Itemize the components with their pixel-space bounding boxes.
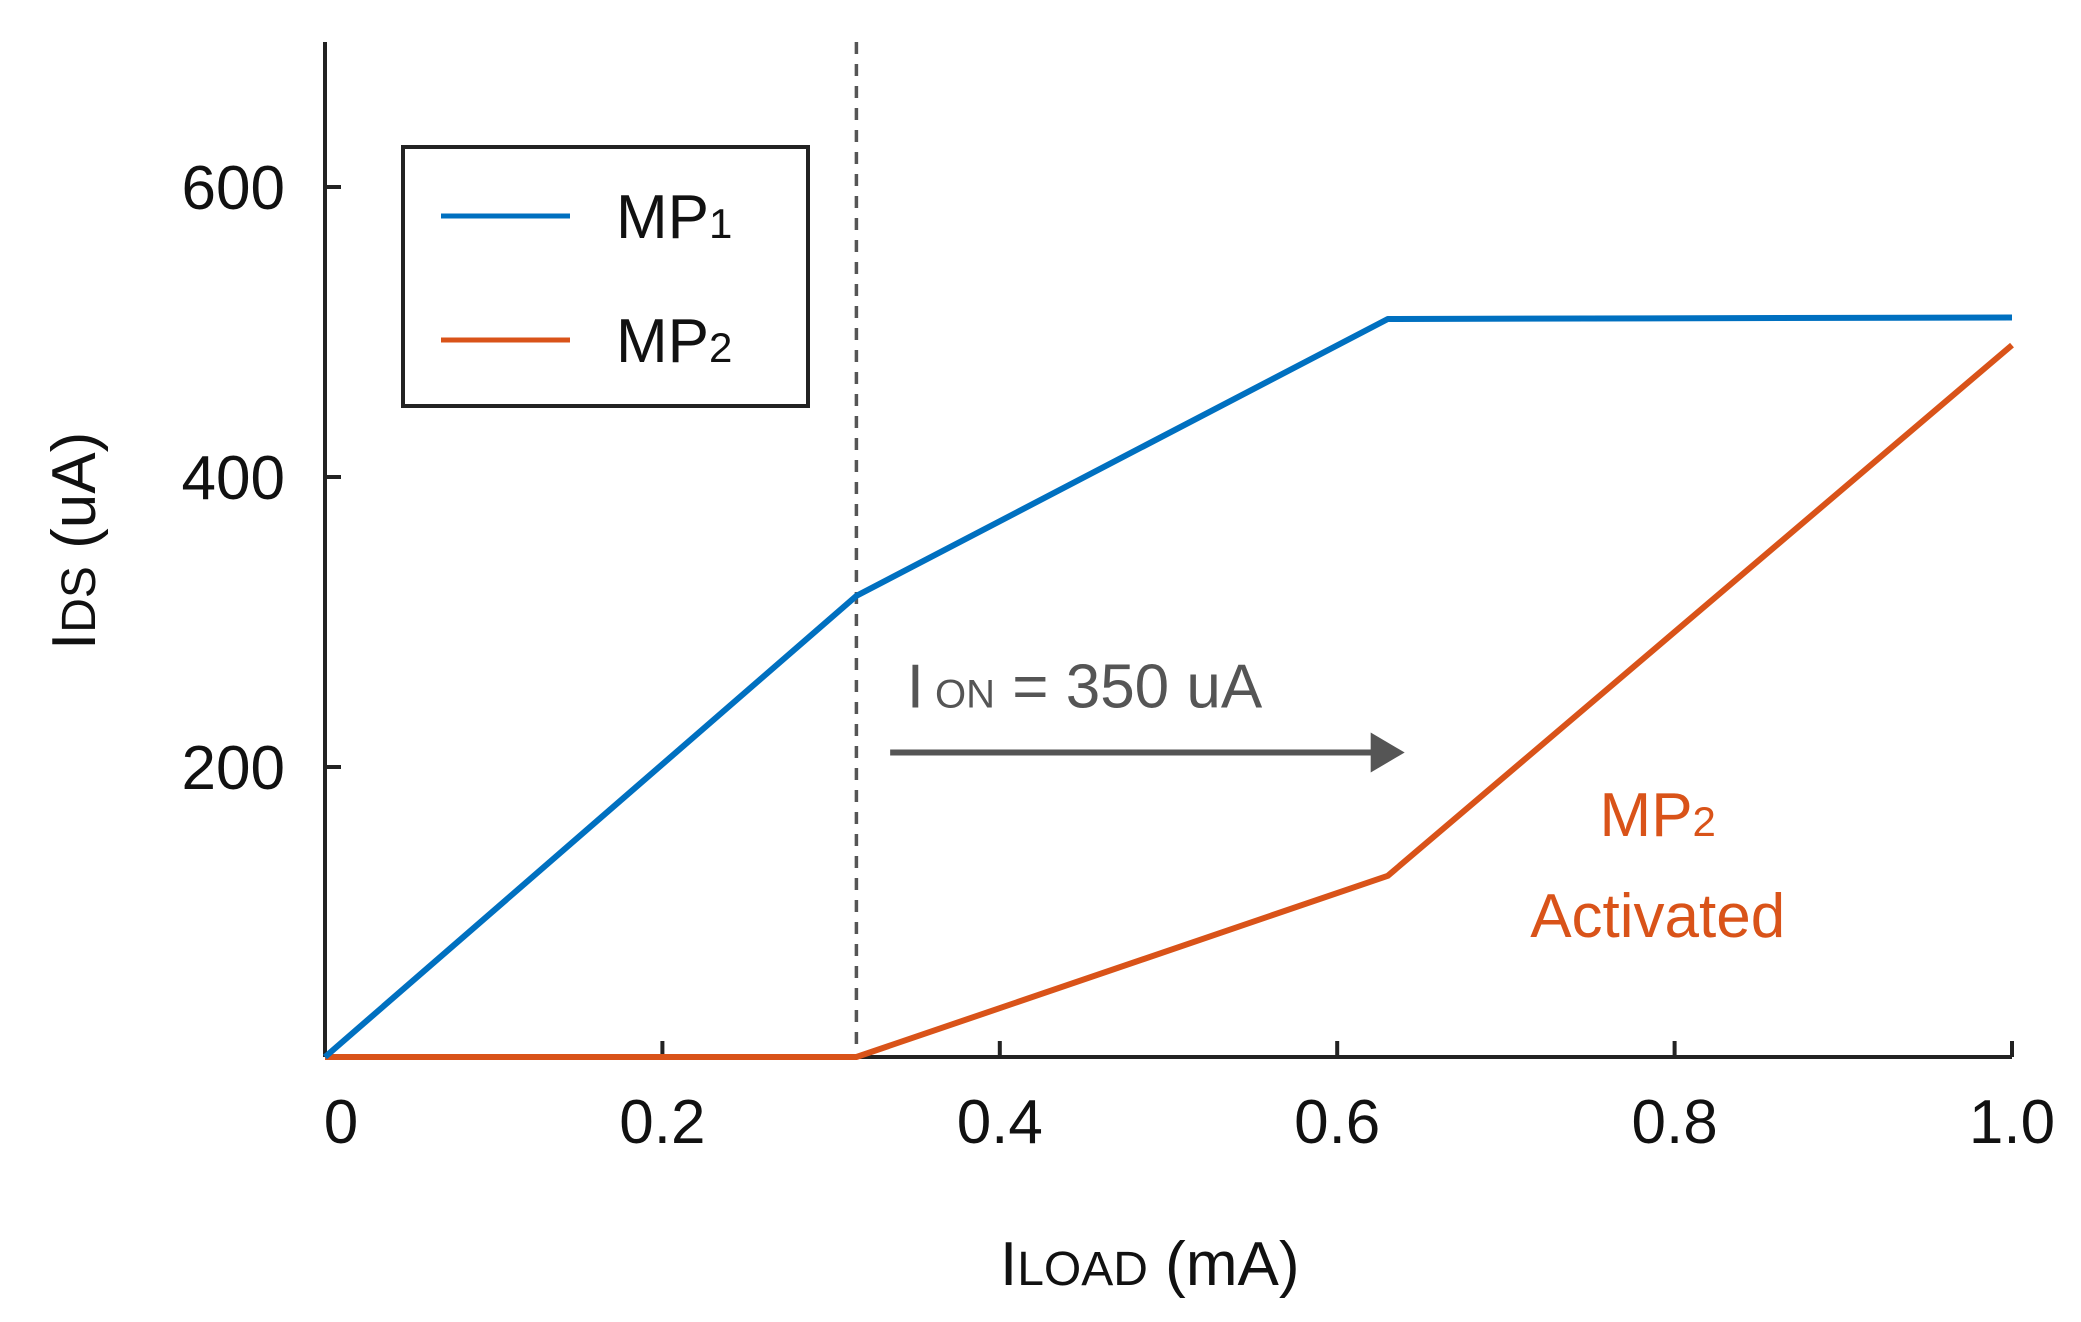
x-tick-label: 0.6 <box>1294 1088 1380 1157</box>
legend-label-mp2-main: MP <box>616 307 709 376</box>
y-tick-label: 600 <box>182 154 285 223</box>
y-axis-label-sub: DS <box>53 566 106 633</box>
x-tick-label: 0.4 <box>957 1088 1043 1157</box>
mp2-activated-sub: 2 <box>1693 798 1716 845</box>
legend-label-mp2: MP2 <box>616 307 732 376</box>
mp2-activated-label: MP2 <box>1600 781 1716 850</box>
x-axis-label-main: I <box>1000 1230 1017 1299</box>
y-axis-label-unit: (uA) <box>40 432 109 566</box>
ion-arrow <box>890 732 1405 773</box>
ion-annotation: I ON = 350 uA <box>907 652 1263 721</box>
mp2-activated-line2: Activated <box>1530 882 1785 951</box>
x-axis-label: ILOAD (mA) <box>1000 1230 1299 1299</box>
legend-label-mp1-sub: 1 <box>709 200 732 247</box>
x-ticks: 0 0.2 0.4 0.6 0.8 1.0 <box>324 1041 2055 1157</box>
legend-label-mp1-main: MP <box>616 183 709 252</box>
series-line-mp1 <box>323 314 2013 1060</box>
x-tick-label: 1.0 <box>1969 1088 2055 1157</box>
y-ticks: 200 400 600 <box>182 154 341 803</box>
legend: MP1 MP2 <box>401 145 810 408</box>
y-tick-label: 200 <box>182 734 285 803</box>
x-tick-label: 0.2 <box>619 1088 705 1157</box>
ion-annotation-rest: = 350 uA <box>995 652 1263 721</box>
y-axis-label-main: I <box>40 633 109 650</box>
y-tick-label: 400 <box>182 444 285 513</box>
y-axis-label: IDS (uA) <box>40 432 109 650</box>
ion-annotation-sub: ON <box>924 672 995 716</box>
x-tick-label: 0 <box>324 1088 358 1157</box>
series-line-mp2 <box>325 342 2014 1060</box>
x-tick-label: 0.8 <box>1631 1088 1717 1157</box>
x-axis-label-sub: LOAD <box>1017 1243 1148 1296</box>
ion-annotation-main: I <box>907 652 924 721</box>
legend-box <box>401 145 810 408</box>
arrow-head <box>1370 732 1405 773</box>
mp2-activated-main: MP <box>1600 781 1693 850</box>
legend-label-mp1: MP1 <box>616 183 732 252</box>
legend-label-mp2-sub: 2 <box>709 324 732 371</box>
x-axis-label-unit: (mA) <box>1148 1230 1300 1299</box>
